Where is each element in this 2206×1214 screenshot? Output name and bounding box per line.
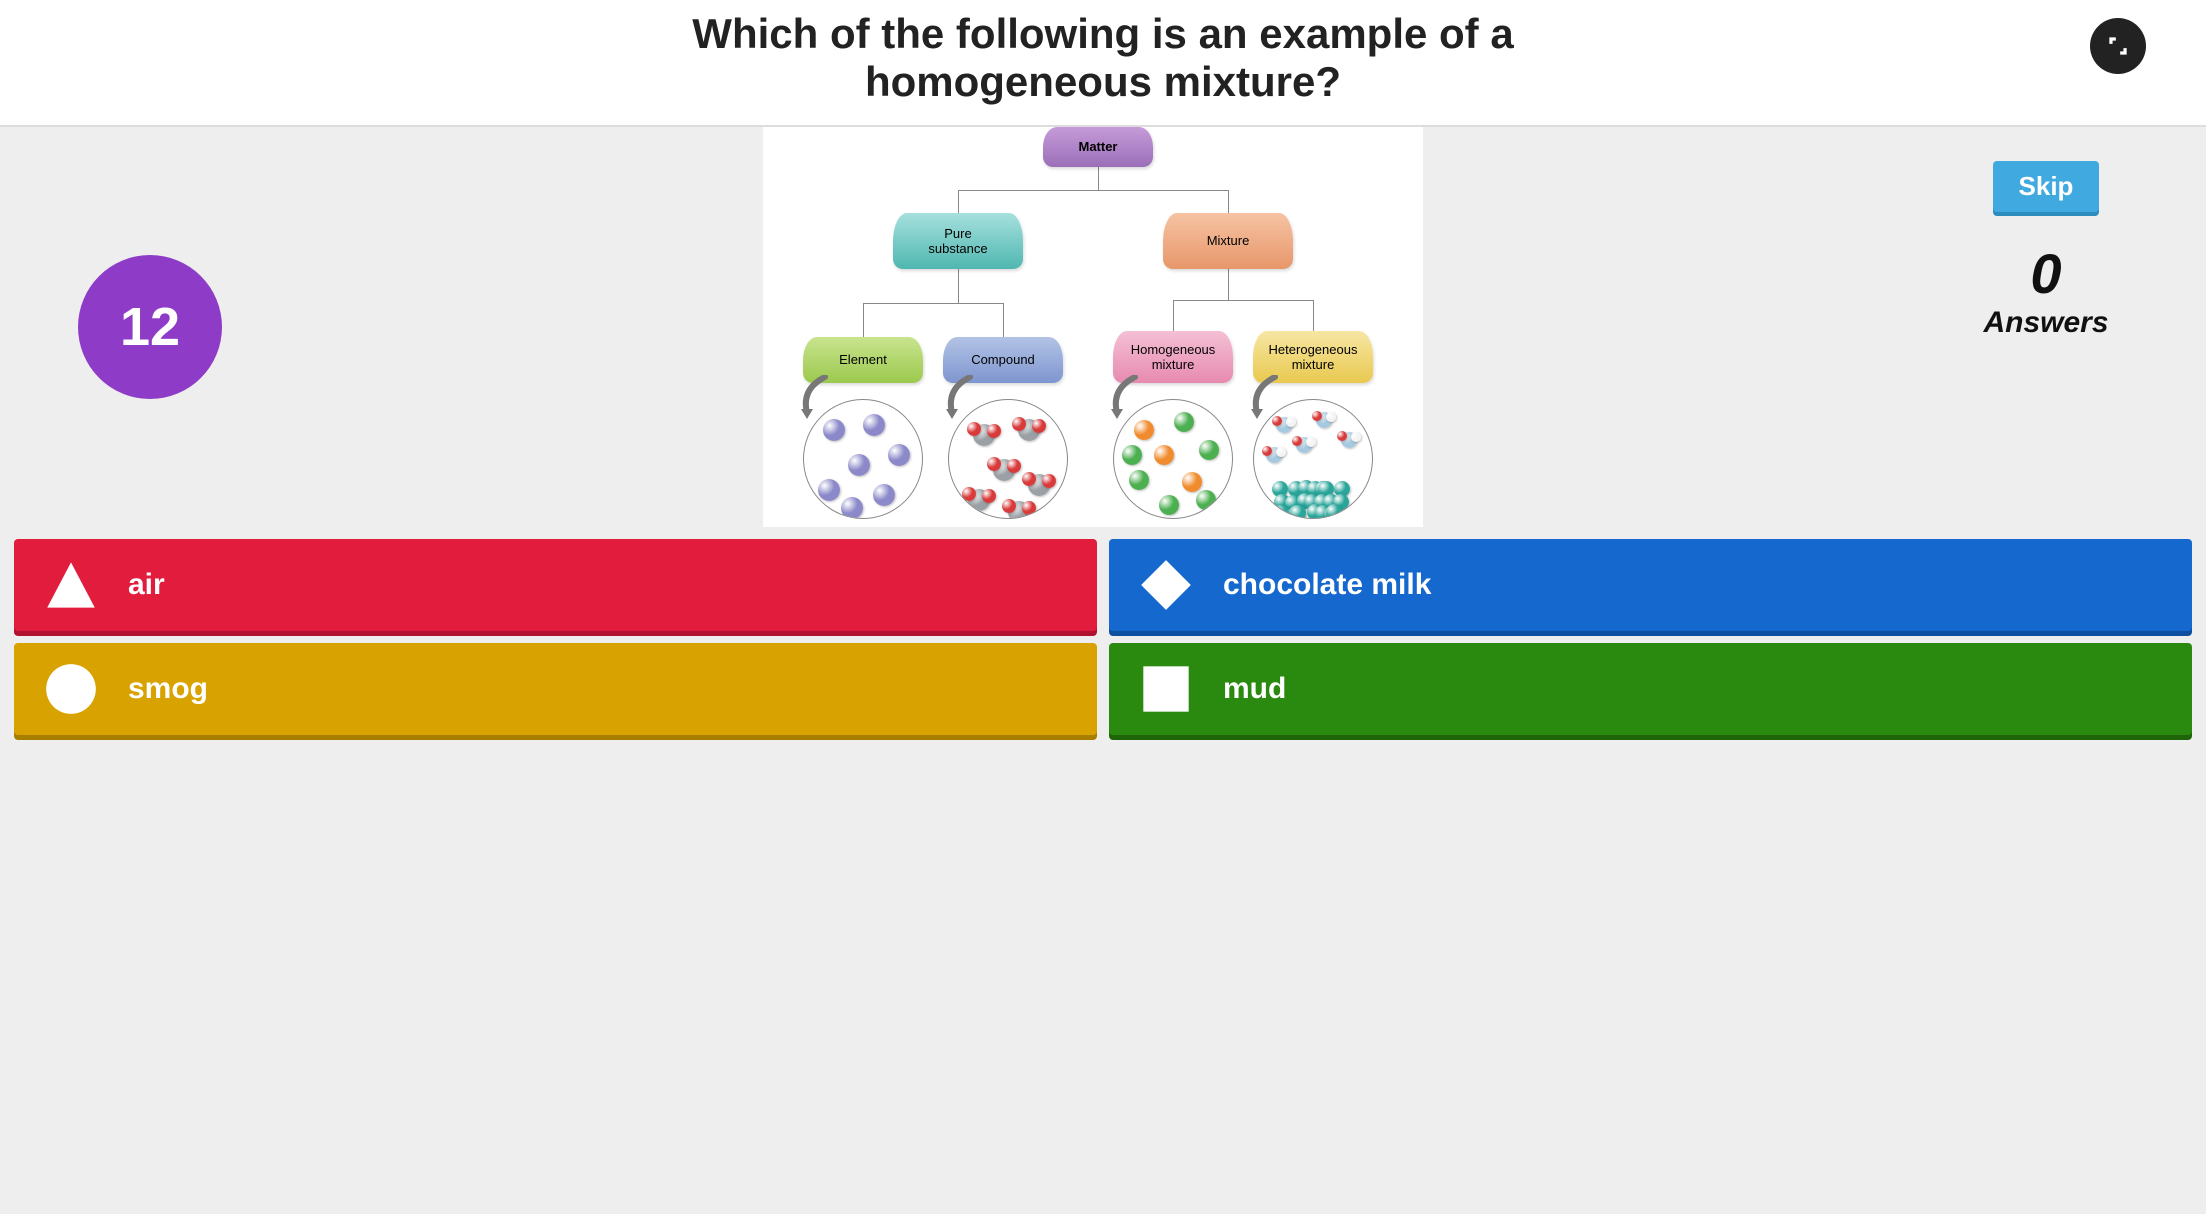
answer-option-1[interactable]: chocolate milk bbox=[1109, 539, 2192, 631]
diagram-node-pure: Pure substance bbox=[893, 213, 1023, 269]
answer-count-label: Answers bbox=[1983, 306, 2108, 340]
triangle-icon bbox=[44, 558, 98, 612]
answer-option-3[interactable]: mud bbox=[1109, 643, 2192, 735]
question-header: Which of the following is an example of … bbox=[0, 0, 2206, 127]
diagram-node-mixture: Mixture bbox=[1163, 213, 1293, 269]
answer-label: chocolate milk bbox=[1223, 568, 1431, 602]
skip-button[interactable]: Skip bbox=[1993, 161, 2100, 212]
question-text: Which of the following is an example of … bbox=[603, 10, 1603, 107]
answers-grid: air chocolate milk smog mud bbox=[0, 527, 2206, 747]
timer-value: 12 bbox=[120, 296, 180, 358]
square-icon bbox=[1139, 662, 1193, 716]
answer-label: mud bbox=[1223, 672, 1286, 706]
countdown-timer: 12 bbox=[78, 255, 222, 399]
circle-icon bbox=[44, 662, 98, 716]
diamond-icon bbox=[1139, 558, 1193, 612]
answer-label: smog bbox=[128, 672, 208, 706]
right-panel: Skip 0 Answers bbox=[1916, 127, 2176, 340]
answer-label: air bbox=[128, 568, 165, 602]
answer-count: 0 bbox=[2030, 246, 2061, 302]
skip-label: Skip bbox=[2019, 171, 2074, 201]
timer-wrap: 12 bbox=[30, 127, 270, 527]
fullscreen-button[interactable] bbox=[2090, 18, 2146, 74]
content-row: 12 MatterPure substanceMixtureElementCom… bbox=[0, 127, 2206, 527]
diagram-node-matter: Matter bbox=[1043, 127, 1153, 167]
answer-option-2[interactable]: smog bbox=[14, 643, 1097, 735]
answer-option-0[interactable]: air bbox=[14, 539, 1097, 631]
matter-diagram: MatterPure substanceMixtureElementCompou… bbox=[763, 127, 1423, 527]
fullscreen-icon bbox=[2105, 33, 2131, 59]
